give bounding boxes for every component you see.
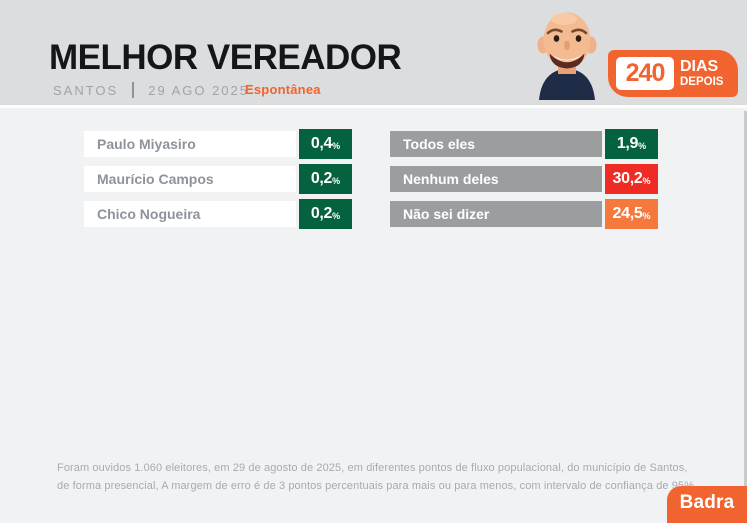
divider [132, 82, 135, 98]
result-value-badge: 24,5% [605, 199, 658, 229]
result-row: Paulo Miyasiro 0,4% [84, 129, 352, 159]
methodology-note: Foram ouvidos 1.060 eleitores, em 29 de … [57, 459, 697, 495]
percent-sign: % [642, 211, 651, 221]
right-edge-strip [744, 111, 747, 523]
date-label: 29 AGO 2025 [148, 82, 249, 98]
result-label: Não sei dizer [403, 206, 490, 222]
result-label-bar: Paulo Miyasiro [84, 131, 296, 157]
result-value: 0,2 [310, 170, 333, 187]
methodology-line-1: Foram ouvidos 1.060 eleitores, em 29 de … [57, 462, 688, 474]
days-word-2: DEPOIS [680, 75, 724, 88]
result-value: 0,4 [310, 135, 333, 152]
result-label: Maurício Campos [97, 171, 214, 187]
result-label-bar: Chico Nogueira [84, 201, 296, 227]
results-column-candidates: Paulo Miyasiro 0,4% Maurício Campos 0,2%… [84, 129, 352, 236]
result-value: 1,9 [616, 135, 639, 152]
result-label: Todos eles [403, 136, 476, 152]
result-value: 24,5 [612, 205, 643, 222]
city-label: SANTOS [53, 82, 119, 98]
result-row: Todos eles 1,9% [390, 129, 658, 159]
result-value-badge: 1,9% [605, 129, 658, 159]
result-label: Paulo Miyasiro [97, 136, 196, 152]
result-value: 30,2 [612, 170, 643, 187]
result-row: Chico Nogueira 0,2% [84, 199, 352, 229]
methodology-line-2: de forma presencial, A margem de erro é … [57, 480, 698, 492]
days-number: 240 [616, 57, 674, 90]
percent-sign: % [332, 211, 341, 221]
result-value: 0,2 [310, 205, 333, 222]
result-label: Chico Nogueira [97, 206, 201, 222]
result-label-bar: Nenhum deles [390, 166, 602, 192]
result-row: Maurício Campos 0,2% [84, 164, 352, 194]
result-label-bar: Todos eles [390, 131, 602, 157]
subtitle-row: SANTOS 29 AGO 2025 [53, 82, 249, 98]
percent-sign: % [642, 176, 651, 186]
result-label-bar: Não sei dizer [390, 201, 602, 227]
brand-logo: Badra [667, 486, 747, 523]
result-value-badge: 0,2% [299, 199, 352, 229]
days-after-badge: 240 DIAS DEPOIS [608, 50, 738, 97]
result-row: Não sei dizer 24,5% [390, 199, 658, 229]
percent-sign: % [332, 141, 341, 151]
result-value-badge: 0,2% [299, 164, 352, 194]
page-title: MELHOR VEREADOR [49, 38, 402, 77]
results-column-other: Todos eles 1,9% Nenhum deles 30,2% Não s… [390, 129, 658, 236]
result-value-badge: 0,4% [299, 129, 352, 159]
result-value-badge: 30,2% [605, 164, 658, 194]
result-label: Nenhum deles [403, 171, 499, 187]
percent-sign: % [332, 176, 341, 186]
result-row: Nenhum deles 30,2% [390, 164, 658, 194]
percent-sign: % [638, 141, 647, 151]
days-words: DIAS DEPOIS [680, 57, 724, 89]
days-word-1: DIAS [680, 57, 719, 75]
question-type-tag: Espontânea [245, 82, 321, 97]
header: MELHOR VEREADOR SANTOS 29 AGO 2025 Espon… [0, 0, 747, 108]
pollster-avatar [537, 12, 597, 100]
result-label-bar: Maurício Campos [84, 166, 296, 192]
